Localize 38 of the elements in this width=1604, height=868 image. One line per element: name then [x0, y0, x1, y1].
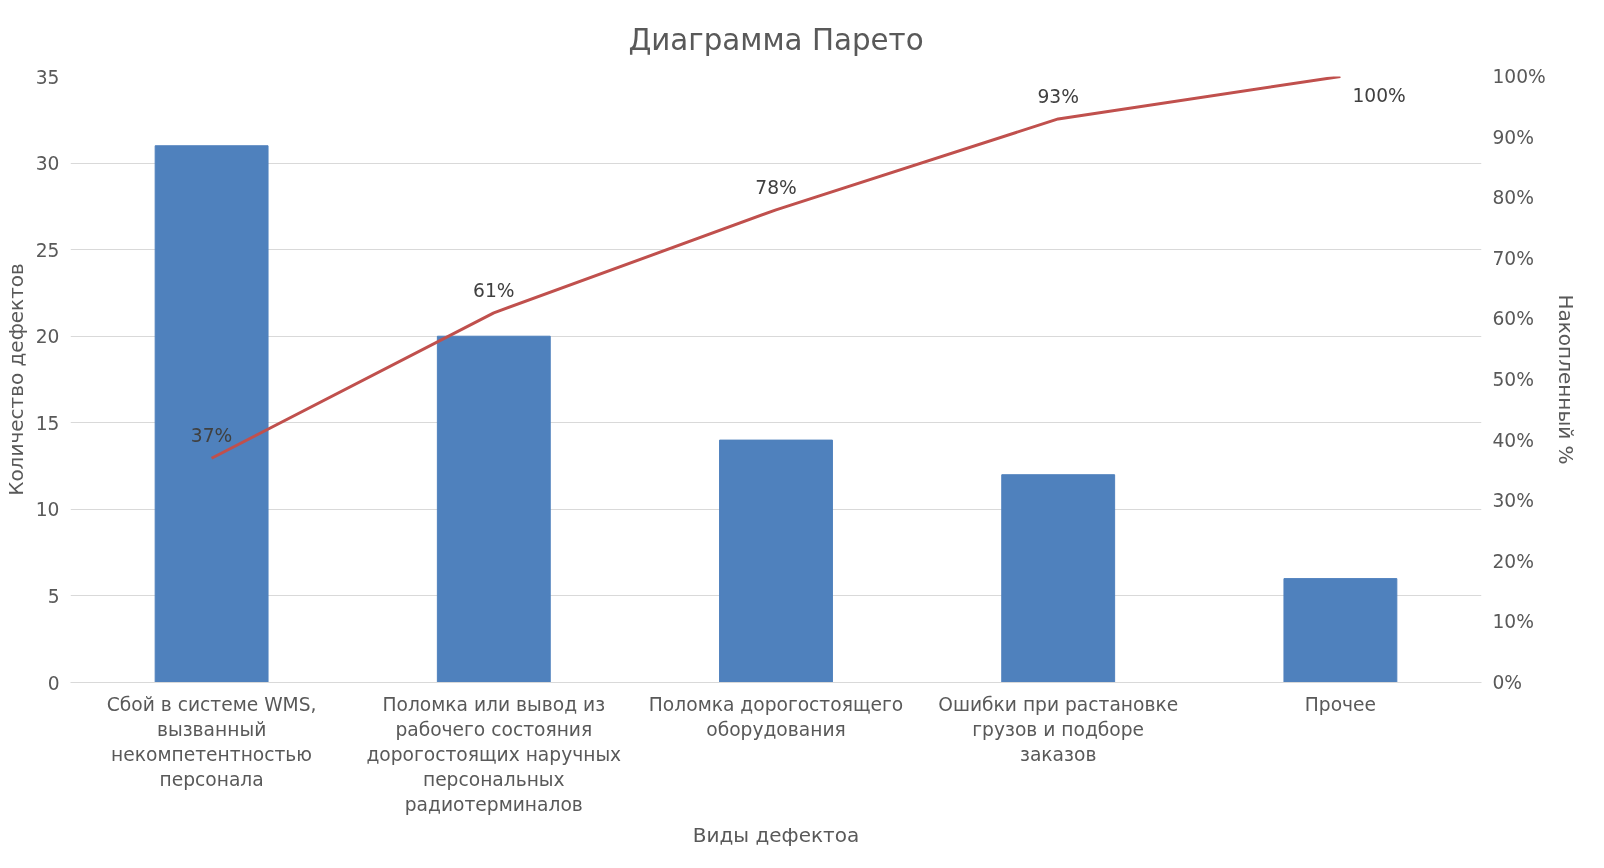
y2-tick-label: 30%: [1492, 490, 1534, 512]
y-tick-label: 0: [47, 672, 60, 694]
y-axis-title: Количество дефектов: [3, 263, 28, 496]
y2-tick-label: 40%: [1492, 429, 1534, 451]
y2-tick-label: 70%: [1492, 247, 1534, 269]
x-axis-title: Виды дефектоа: [692, 823, 860, 848]
y-tick-label: 5: [47, 585, 60, 607]
y-tick-label: 20: [35, 326, 60, 348]
bar: [436, 335, 551, 683]
x-tick-label: Ошибки при растановке грузов и подборе заказов: [938, 693, 1179, 765]
x-tick-label: Сбой в системе WMS, вызванный некомпетентностью персонала: [106, 693, 317, 791]
y-tick-label: 15: [35, 412, 60, 434]
y2-tick-label: 50%: [1492, 369, 1534, 390]
bar: [154, 145, 269, 683]
y2-tick-label: 80%: [1492, 187, 1534, 209]
data-label: 37%: [190, 425, 233, 447]
y2-tick-label: 90%: [1492, 126, 1534, 148]
y2-axis-title: Накопленный %: [1553, 294, 1578, 465]
x-tick-label: Прочее: [1304, 693, 1377, 715]
y-tick-label: 35: [35, 66, 60, 88]
y2-tick-label: 20%: [1492, 550, 1534, 572]
data-label: 61%: [473, 279, 515, 301]
data-label: 78%: [755, 176, 797, 198]
bar: [719, 439, 833, 683]
data-label: 100%: [1352, 84, 1406, 106]
y2-tick-label: 0%: [1492, 672, 1523, 693]
data-label: 93%: [1037, 85, 1079, 107]
y-tick-label: 10: [35, 499, 60, 521]
chart-title: Диаграмма Парето: [628, 22, 924, 57]
y2-tick-label: 10%: [1492, 611, 1534, 633]
bar: [1001, 474, 1116, 683]
y2-tick-label: 100%: [1492, 66, 1546, 87]
y2-tick-label: 60%: [1492, 308, 1534, 330]
y-tick-label: 25: [35, 239, 60, 261]
x-tick-label: Поломка или вывод из рабочего состояния дорогостоящих наручных персональных радиотерминалов: [366, 693, 622, 816]
y-tick-label: 30: [35, 153, 60, 175]
bar: [1283, 578, 1398, 683]
x-tick-label: Поломка дорогостоящего оборудования: [648, 693, 904, 740]
